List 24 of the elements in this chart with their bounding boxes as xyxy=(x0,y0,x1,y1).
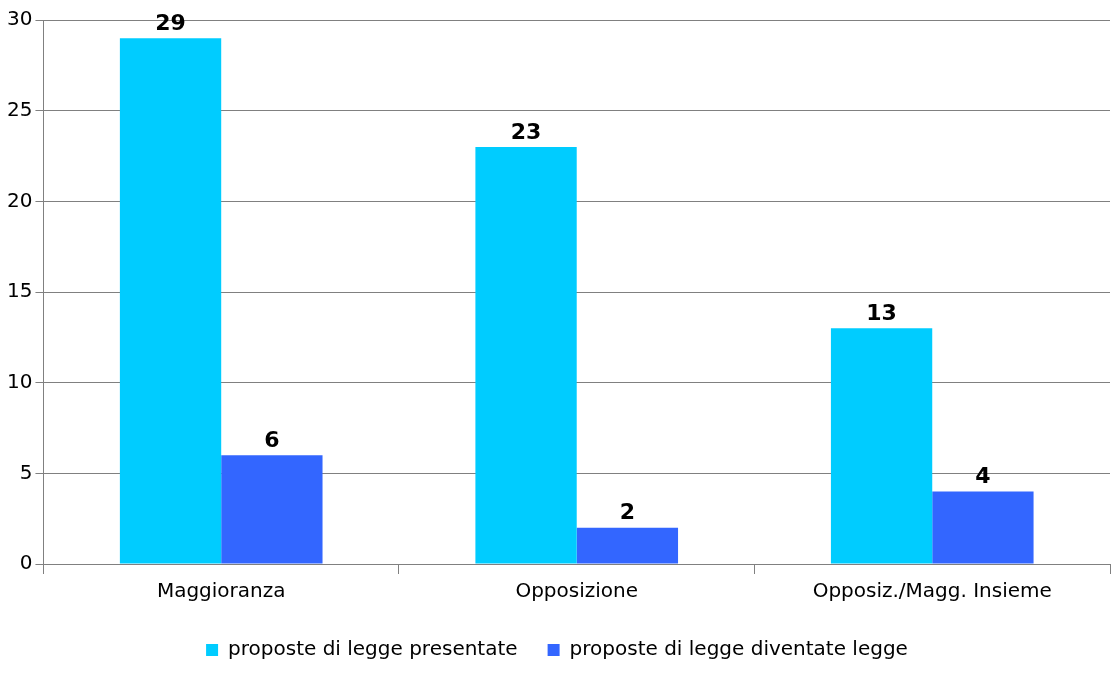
y-tick-label: 5 xyxy=(19,459,33,484)
legend-label: proposte di legge presentate xyxy=(228,636,518,661)
bar xyxy=(932,491,1034,564)
data-label: 4 xyxy=(975,463,991,489)
data-label: 29 xyxy=(155,9,186,35)
data-label: 13 xyxy=(866,299,897,325)
y-tick-label: 10 xyxy=(7,368,33,393)
x-tick-label: Maggioranza xyxy=(156,578,286,603)
y-tick-label: 20 xyxy=(7,187,33,212)
y-tick-label: 25 xyxy=(7,96,33,121)
x-tick-label: Opposiz./Magg. Insieme xyxy=(812,578,1052,603)
bar xyxy=(830,328,933,564)
data-label: 2 xyxy=(619,499,636,525)
x-tick-label: Opposizione xyxy=(515,578,639,603)
bar xyxy=(119,38,222,564)
bar xyxy=(221,455,323,564)
bar xyxy=(475,146,577,564)
data-label: 23 xyxy=(510,118,542,144)
y-tick-label: 15 xyxy=(7,278,33,303)
y-tick-label: 30 xyxy=(7,6,33,31)
data-label: 6 xyxy=(264,426,280,452)
y-tick-label: 0 xyxy=(19,550,33,575)
legend-label: proposte di legge diventate legge xyxy=(569,636,908,661)
bar xyxy=(576,527,679,564)
